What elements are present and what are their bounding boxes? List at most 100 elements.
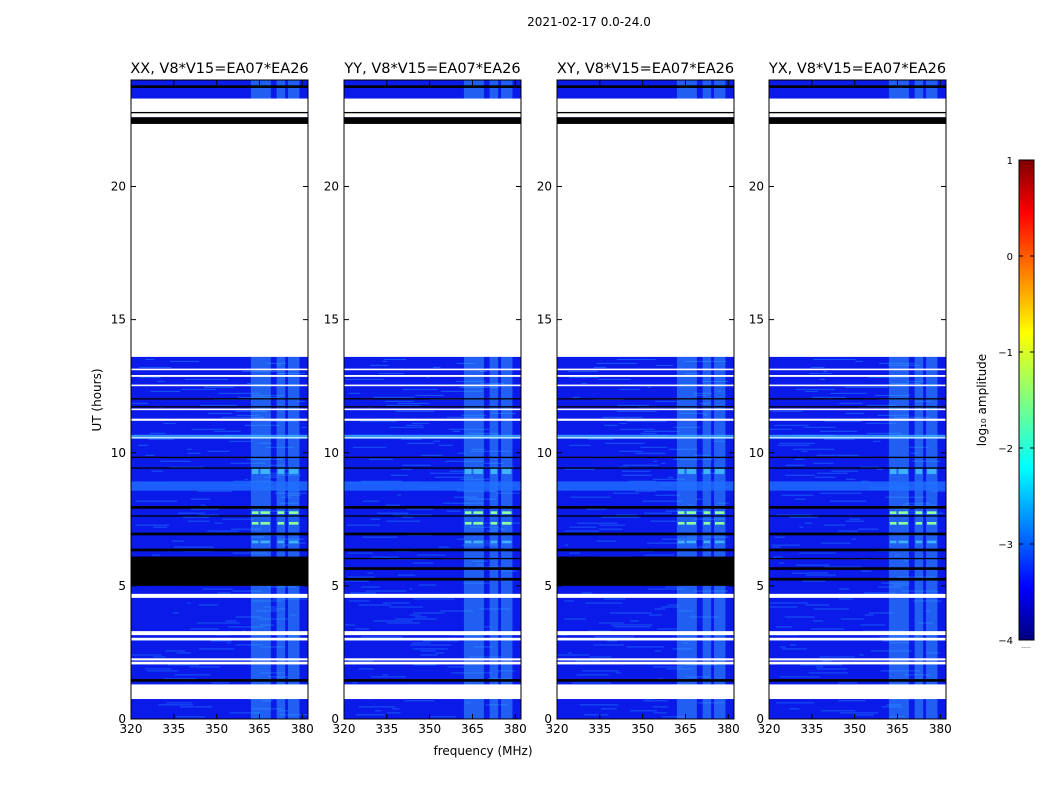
gap-row xyxy=(131,684,308,700)
noise-streak xyxy=(814,476,836,478)
noise-streak xyxy=(609,612,652,614)
x-tick-label: 380 xyxy=(929,722,952,736)
noise-streak xyxy=(914,678,924,680)
colorbar-gradient xyxy=(1018,159,1035,641)
figure-title: 2021-02-17 0.0-24.0 xyxy=(527,15,651,29)
data-block xyxy=(557,80,734,99)
rfi-band xyxy=(288,356,300,719)
noise-streak xyxy=(200,504,206,506)
gap-row xyxy=(769,637,946,641)
noise-streak xyxy=(280,468,293,470)
waterfall-yx xyxy=(769,80,946,719)
noise-streak xyxy=(358,604,391,606)
noise-streak xyxy=(226,642,231,644)
noise-streak xyxy=(261,700,273,702)
y-tick-label: 0 xyxy=(544,712,552,726)
noise-streak xyxy=(886,704,902,706)
noise-streak xyxy=(373,396,415,398)
gap-row xyxy=(557,684,734,700)
rfi-hotspot xyxy=(289,511,299,514)
noise-streak xyxy=(693,518,725,520)
rfi-band xyxy=(702,356,712,719)
rfi-hotspot xyxy=(703,521,711,525)
noise-streak xyxy=(635,490,657,492)
noise-streak xyxy=(158,704,194,706)
gap-row xyxy=(769,418,946,421)
y-tick-label: 10 xyxy=(324,446,339,460)
noise-streak xyxy=(386,404,421,406)
flagged-row xyxy=(344,456,521,459)
noise-streak xyxy=(667,476,674,478)
noise-streak xyxy=(601,708,617,710)
noise-streak xyxy=(650,520,677,522)
noise-streak xyxy=(438,444,453,446)
noise-streak xyxy=(362,536,398,538)
rfi-hotspot xyxy=(889,540,897,544)
noise-streak xyxy=(246,382,252,384)
noise-streak xyxy=(693,590,728,592)
noise-streak xyxy=(845,478,856,480)
noise-streak xyxy=(386,622,421,624)
noise-streak xyxy=(672,648,693,650)
noise-streak xyxy=(601,516,641,518)
noise-streak xyxy=(819,378,826,380)
gap-row xyxy=(344,637,521,641)
rfi-hotspot xyxy=(715,468,725,475)
bright-row xyxy=(557,481,734,491)
noise-streak xyxy=(684,664,718,666)
noise-streak xyxy=(889,642,910,644)
panel-yx: YX, V8*V15=EA07*EA26 320 335 350 365 380 0 5 10 1… xyxy=(749,61,952,736)
noise-streak xyxy=(360,636,403,638)
noise-streak xyxy=(593,644,624,646)
panel-frame xyxy=(768,79,947,720)
rfi-hotspot xyxy=(715,540,725,544)
noise-streak xyxy=(149,432,166,434)
noise-streak xyxy=(151,470,163,472)
noise-streak xyxy=(172,612,179,614)
noise-streak xyxy=(914,400,932,402)
noise-streak xyxy=(139,376,161,378)
gap-row xyxy=(344,684,521,700)
noise-streak xyxy=(214,522,223,524)
gap-row xyxy=(769,661,946,665)
flagged-row xyxy=(344,577,521,581)
gap-row xyxy=(131,661,308,665)
noise-streak xyxy=(469,656,503,658)
flagged-row xyxy=(557,548,734,552)
gap-row xyxy=(769,384,946,387)
noise-streak xyxy=(652,706,668,708)
noise-streak xyxy=(176,716,206,718)
noise-streak xyxy=(822,660,832,662)
noise-streak xyxy=(491,412,516,414)
noise-streak xyxy=(230,528,262,530)
noise-streak xyxy=(256,610,278,612)
noise-streak xyxy=(579,704,619,706)
noise-streak xyxy=(812,620,824,622)
noise-streak xyxy=(673,426,701,428)
noise-streak xyxy=(906,380,925,382)
noise-streak xyxy=(653,666,684,668)
noise-streak xyxy=(360,420,397,422)
noise-streak xyxy=(646,542,686,544)
rfi-hotspot xyxy=(277,468,285,475)
flagged-row xyxy=(557,515,734,517)
noise-streak xyxy=(665,586,678,588)
noise-streak xyxy=(678,610,694,612)
noise-streak xyxy=(779,442,816,444)
noise-streak xyxy=(246,458,284,460)
bright-row xyxy=(769,434,946,439)
rfi-band-top xyxy=(914,80,924,99)
noise-streak xyxy=(496,492,520,494)
rfi-band-top xyxy=(472,80,484,99)
noise-streak xyxy=(564,468,595,470)
noise-streak xyxy=(774,424,809,426)
data-block xyxy=(769,80,946,99)
noise-streak xyxy=(619,422,627,424)
noise-streak xyxy=(190,498,211,500)
noise-streak xyxy=(462,544,498,546)
noise-streak xyxy=(821,710,856,712)
gap-row xyxy=(557,437,734,439)
y-tick-label: 15 xyxy=(324,313,339,327)
rfi-hotspot xyxy=(889,468,897,475)
rfi-hotspot xyxy=(715,521,725,525)
